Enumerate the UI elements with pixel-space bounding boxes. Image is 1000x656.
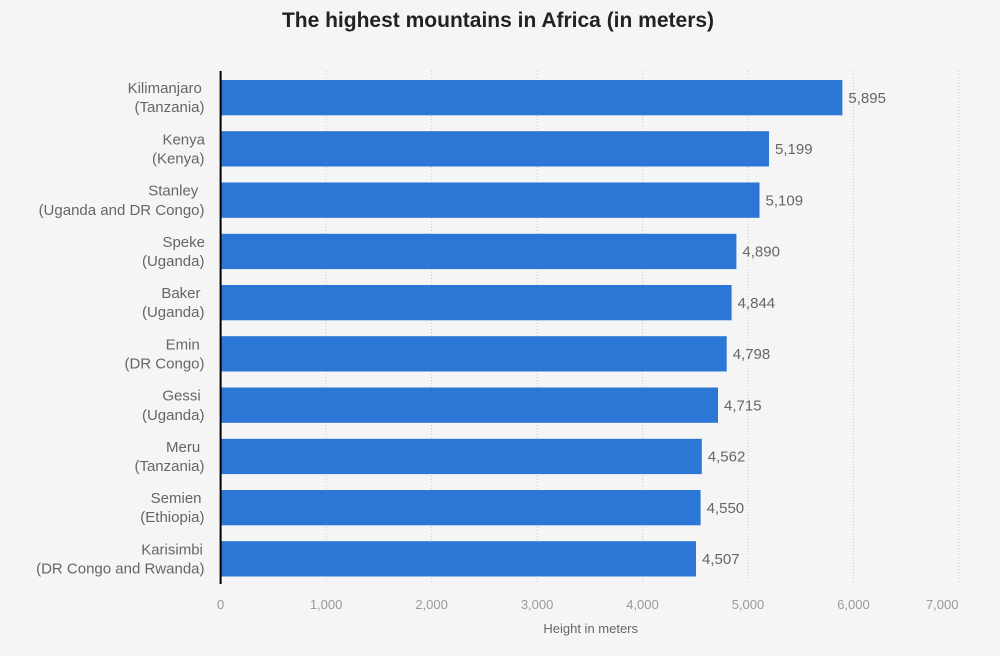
svg-text:(Ethiopia): (Ethiopia) (140, 509, 204, 526)
svg-text:5,109: 5,109 (766, 192, 804, 209)
svg-text:2,000: 2,000 (415, 597, 448, 612)
svg-text:(DR Congo and Rwanda): (DR Congo and Rwanda) (36, 561, 204, 578)
svg-text:4,890: 4,890 (742, 244, 780, 261)
svg-text:(Kenya): (Kenya) (152, 151, 205, 168)
svg-text:(Uganda): (Uganda) (142, 407, 205, 424)
svg-text:3,000: 3,000 (521, 597, 554, 612)
svg-text:4,798: 4,798 (733, 346, 771, 363)
svg-text:Emin: Emin (166, 336, 200, 353)
svg-text:Kilimanjaro: Kilimanjaro (128, 80, 202, 97)
svg-text:5,895: 5,895 (848, 90, 886, 107)
svg-text:1,000: 1,000 (310, 597, 343, 612)
svg-text:4,715: 4,715 (724, 397, 762, 414)
svg-text:Height in meters: Height in meters (543, 621, 638, 636)
svg-text:Meru: Meru (166, 439, 200, 456)
svg-text:(Uganda): (Uganda) (142, 253, 205, 270)
svg-text:4,562: 4,562 (708, 449, 746, 466)
svg-text:4,000: 4,000 (626, 597, 659, 612)
svg-text:(Tanzania): (Tanzania) (134, 99, 204, 116)
svg-text:Baker: Baker (161, 285, 200, 302)
svg-text:(Tanzania): (Tanzania) (134, 458, 204, 475)
svg-text:Speke: Speke (162, 234, 205, 251)
svg-text:Karisimbi: Karisimbi (141, 541, 203, 558)
svg-text:(Uganda): (Uganda) (142, 304, 205, 321)
svg-text:4,507: 4,507 (702, 551, 740, 568)
svg-text:Gessi: Gessi (162, 388, 200, 405)
svg-text:4,550: 4,550 (707, 500, 745, 517)
svg-text:The highest mountains in Afric: The highest mountains in Africa (in mete… (282, 9, 714, 32)
svg-text:7,000: 7,000 (926, 597, 959, 612)
svg-text:6,000: 6,000 (837, 597, 870, 612)
svg-text:5,000: 5,000 (732, 597, 765, 612)
svg-text:(Uganda and DR Congo): (Uganda and DR Congo) (39, 202, 205, 219)
svg-text:Kenya: Kenya (162, 131, 205, 148)
svg-text:5,199: 5,199 (775, 141, 813, 158)
svg-text:4,844: 4,844 (738, 295, 776, 312)
svg-text:(DR Congo): (DR Congo) (124, 356, 204, 373)
svg-text:Stanley: Stanley (148, 183, 199, 200)
svg-text:0: 0 (217, 597, 224, 612)
svg-text:Semien: Semien (151, 490, 202, 507)
